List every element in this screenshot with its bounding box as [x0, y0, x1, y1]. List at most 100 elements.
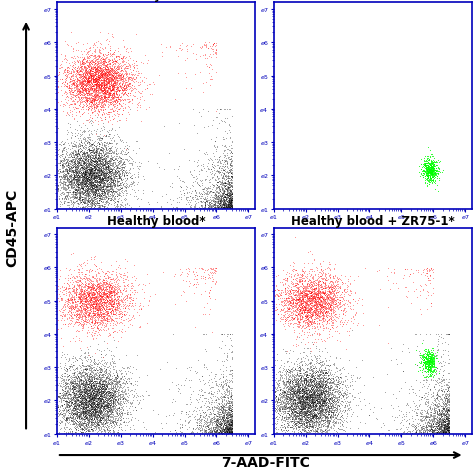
Point [288, 398, 295, 405]
Point [431, 408, 439, 416]
Point [77, 169, 85, 177]
Point [441, 421, 449, 429]
Point [102, 97, 109, 104]
Point [317, 294, 324, 301]
Point [416, 292, 424, 299]
Point [85, 170, 92, 178]
Point [97, 174, 104, 182]
Point [225, 419, 233, 427]
Point [89, 73, 96, 81]
Point [102, 400, 109, 408]
Point [430, 422, 438, 430]
Point [201, 201, 209, 208]
Point [326, 302, 334, 310]
Point [328, 419, 336, 426]
Point [225, 428, 233, 436]
Point [93, 302, 101, 310]
Point [162, 44, 170, 51]
Point [85, 292, 93, 299]
Point [100, 73, 108, 80]
Point [442, 402, 450, 410]
Point [204, 44, 211, 52]
Point [106, 192, 113, 200]
Point [59, 307, 67, 314]
Point [427, 360, 434, 368]
Point [329, 360, 337, 367]
Point [84, 323, 92, 330]
Point [102, 164, 109, 172]
Point [118, 188, 125, 195]
Point [337, 409, 345, 416]
Point [299, 298, 307, 306]
Point [434, 402, 441, 410]
Point [103, 182, 110, 190]
Point [429, 351, 437, 358]
Point [73, 173, 81, 181]
Point [435, 428, 442, 435]
Point [114, 198, 121, 205]
Point [427, 430, 434, 438]
Point [218, 171, 225, 178]
Point [204, 423, 212, 430]
Point [445, 428, 452, 435]
Point [106, 169, 113, 176]
Point [92, 155, 100, 162]
Point [298, 407, 306, 415]
Point [311, 387, 319, 394]
Point [101, 392, 109, 400]
Point [73, 425, 80, 433]
Point [115, 378, 122, 386]
Point [97, 408, 104, 416]
Point [439, 418, 447, 425]
Point [313, 374, 320, 382]
Point [315, 294, 322, 302]
Point [303, 381, 311, 388]
Point [198, 264, 206, 272]
Point [196, 417, 204, 424]
Point [195, 415, 203, 423]
Point [100, 301, 108, 309]
Point [109, 72, 117, 80]
Point [435, 421, 443, 429]
Point [101, 169, 109, 177]
Point [90, 191, 97, 199]
Point [315, 351, 323, 359]
Point [78, 171, 86, 179]
Point [291, 418, 298, 426]
Point [82, 285, 89, 293]
Point [431, 158, 438, 165]
Point [80, 183, 87, 191]
Point [90, 157, 97, 164]
Point [433, 166, 440, 173]
Point [412, 427, 420, 434]
Point [298, 381, 306, 389]
Point [70, 278, 77, 286]
Point [334, 409, 342, 417]
Point [309, 411, 316, 419]
Point [71, 402, 78, 410]
Point [426, 167, 434, 174]
Point [312, 400, 319, 408]
Point [440, 426, 448, 433]
Point [279, 298, 286, 305]
Point [180, 177, 187, 184]
Point [77, 304, 85, 312]
Point [63, 175, 71, 183]
Point [310, 395, 317, 403]
Point [89, 161, 96, 168]
Point [319, 305, 327, 313]
Point [109, 392, 117, 400]
Point [99, 82, 106, 90]
Point [438, 428, 445, 436]
Point [94, 307, 101, 314]
Point [89, 170, 96, 177]
Point [287, 424, 294, 431]
Point [100, 391, 108, 398]
Point [431, 177, 439, 184]
Point [88, 394, 95, 402]
Point [284, 294, 292, 302]
Point [76, 385, 83, 393]
Point [77, 388, 84, 396]
Point [102, 65, 109, 73]
Point [75, 86, 82, 93]
